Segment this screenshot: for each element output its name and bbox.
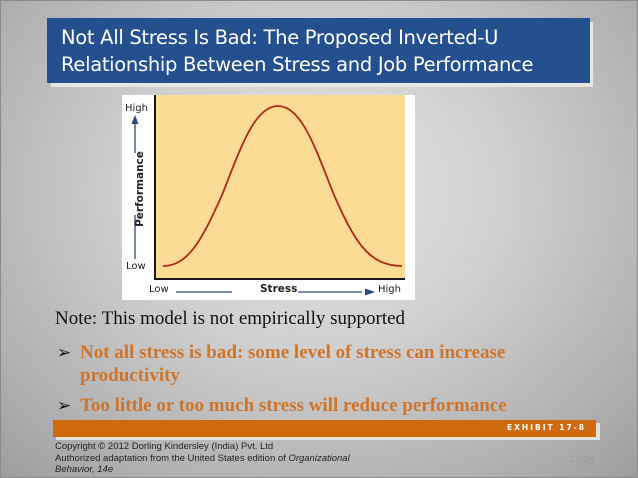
x-tick-low: Low [149,284,169,295]
bullet-text: Too little or too much stress will reduc… [80,395,507,416]
copyright-line-3: Behavior, 14e [55,464,350,476]
book-title-part-1: Organizational [288,452,350,464]
arrow-bullet-icon: ➢ [57,343,72,362]
book-title-part-2: Behavior, 14e [55,464,114,475]
bullet-text-line-2: productivity [80,365,180,386]
slide-title: Not All Stress Is Bad: The Proposed Inve… [47,18,590,83]
copyright-line-1: Copyright © 2012 Dorling Kindersley (Ind… [55,441,274,452]
x-axis-arrow-icon [365,288,375,296]
bullet-text-line-1: Not all stress is bad: some level of str… [80,342,506,363]
note-text: Note: This model is not empirically supp… [55,308,406,329]
copyright-line-2: Authorized adaptation from the United St… [55,453,350,465]
title-line-2: Relationship Between Stress and Job Perf… [61,53,534,76]
exhibit-label: EXHIBIT 17-8 [507,423,586,432]
copyright-line-2-prefix: Authorized adaptation from the United St… [55,452,289,464]
inverted-u-chart: High Low Performance Low Stress High [122,95,415,300]
chart-graphics [131,105,403,296]
arrow-bullet-icon: ➢ [57,396,72,415]
performance-curve [162,105,403,267]
bullet-text: Not all stress is bad: some level of str… [80,341,505,387]
x-tick-high: High [378,284,401,295]
y-tick-low: Low [126,261,146,272]
title-line-1: Not All Stress Is Bad: The Proposed Inve… [61,26,499,49]
exhibit-bar: EXHIBIT 17-8 [53,420,596,437]
y-axis-arrow-icon [131,115,139,124]
copyright-notice: Copyright © 2012 Dorling Kindersley (Ind… [55,441,350,476]
slide-number: 17-24 [569,455,596,465]
y-axis-title: Performance [134,151,146,227]
x-axis-title: Stress [260,283,298,295]
y-tick-high: High [125,103,148,114]
